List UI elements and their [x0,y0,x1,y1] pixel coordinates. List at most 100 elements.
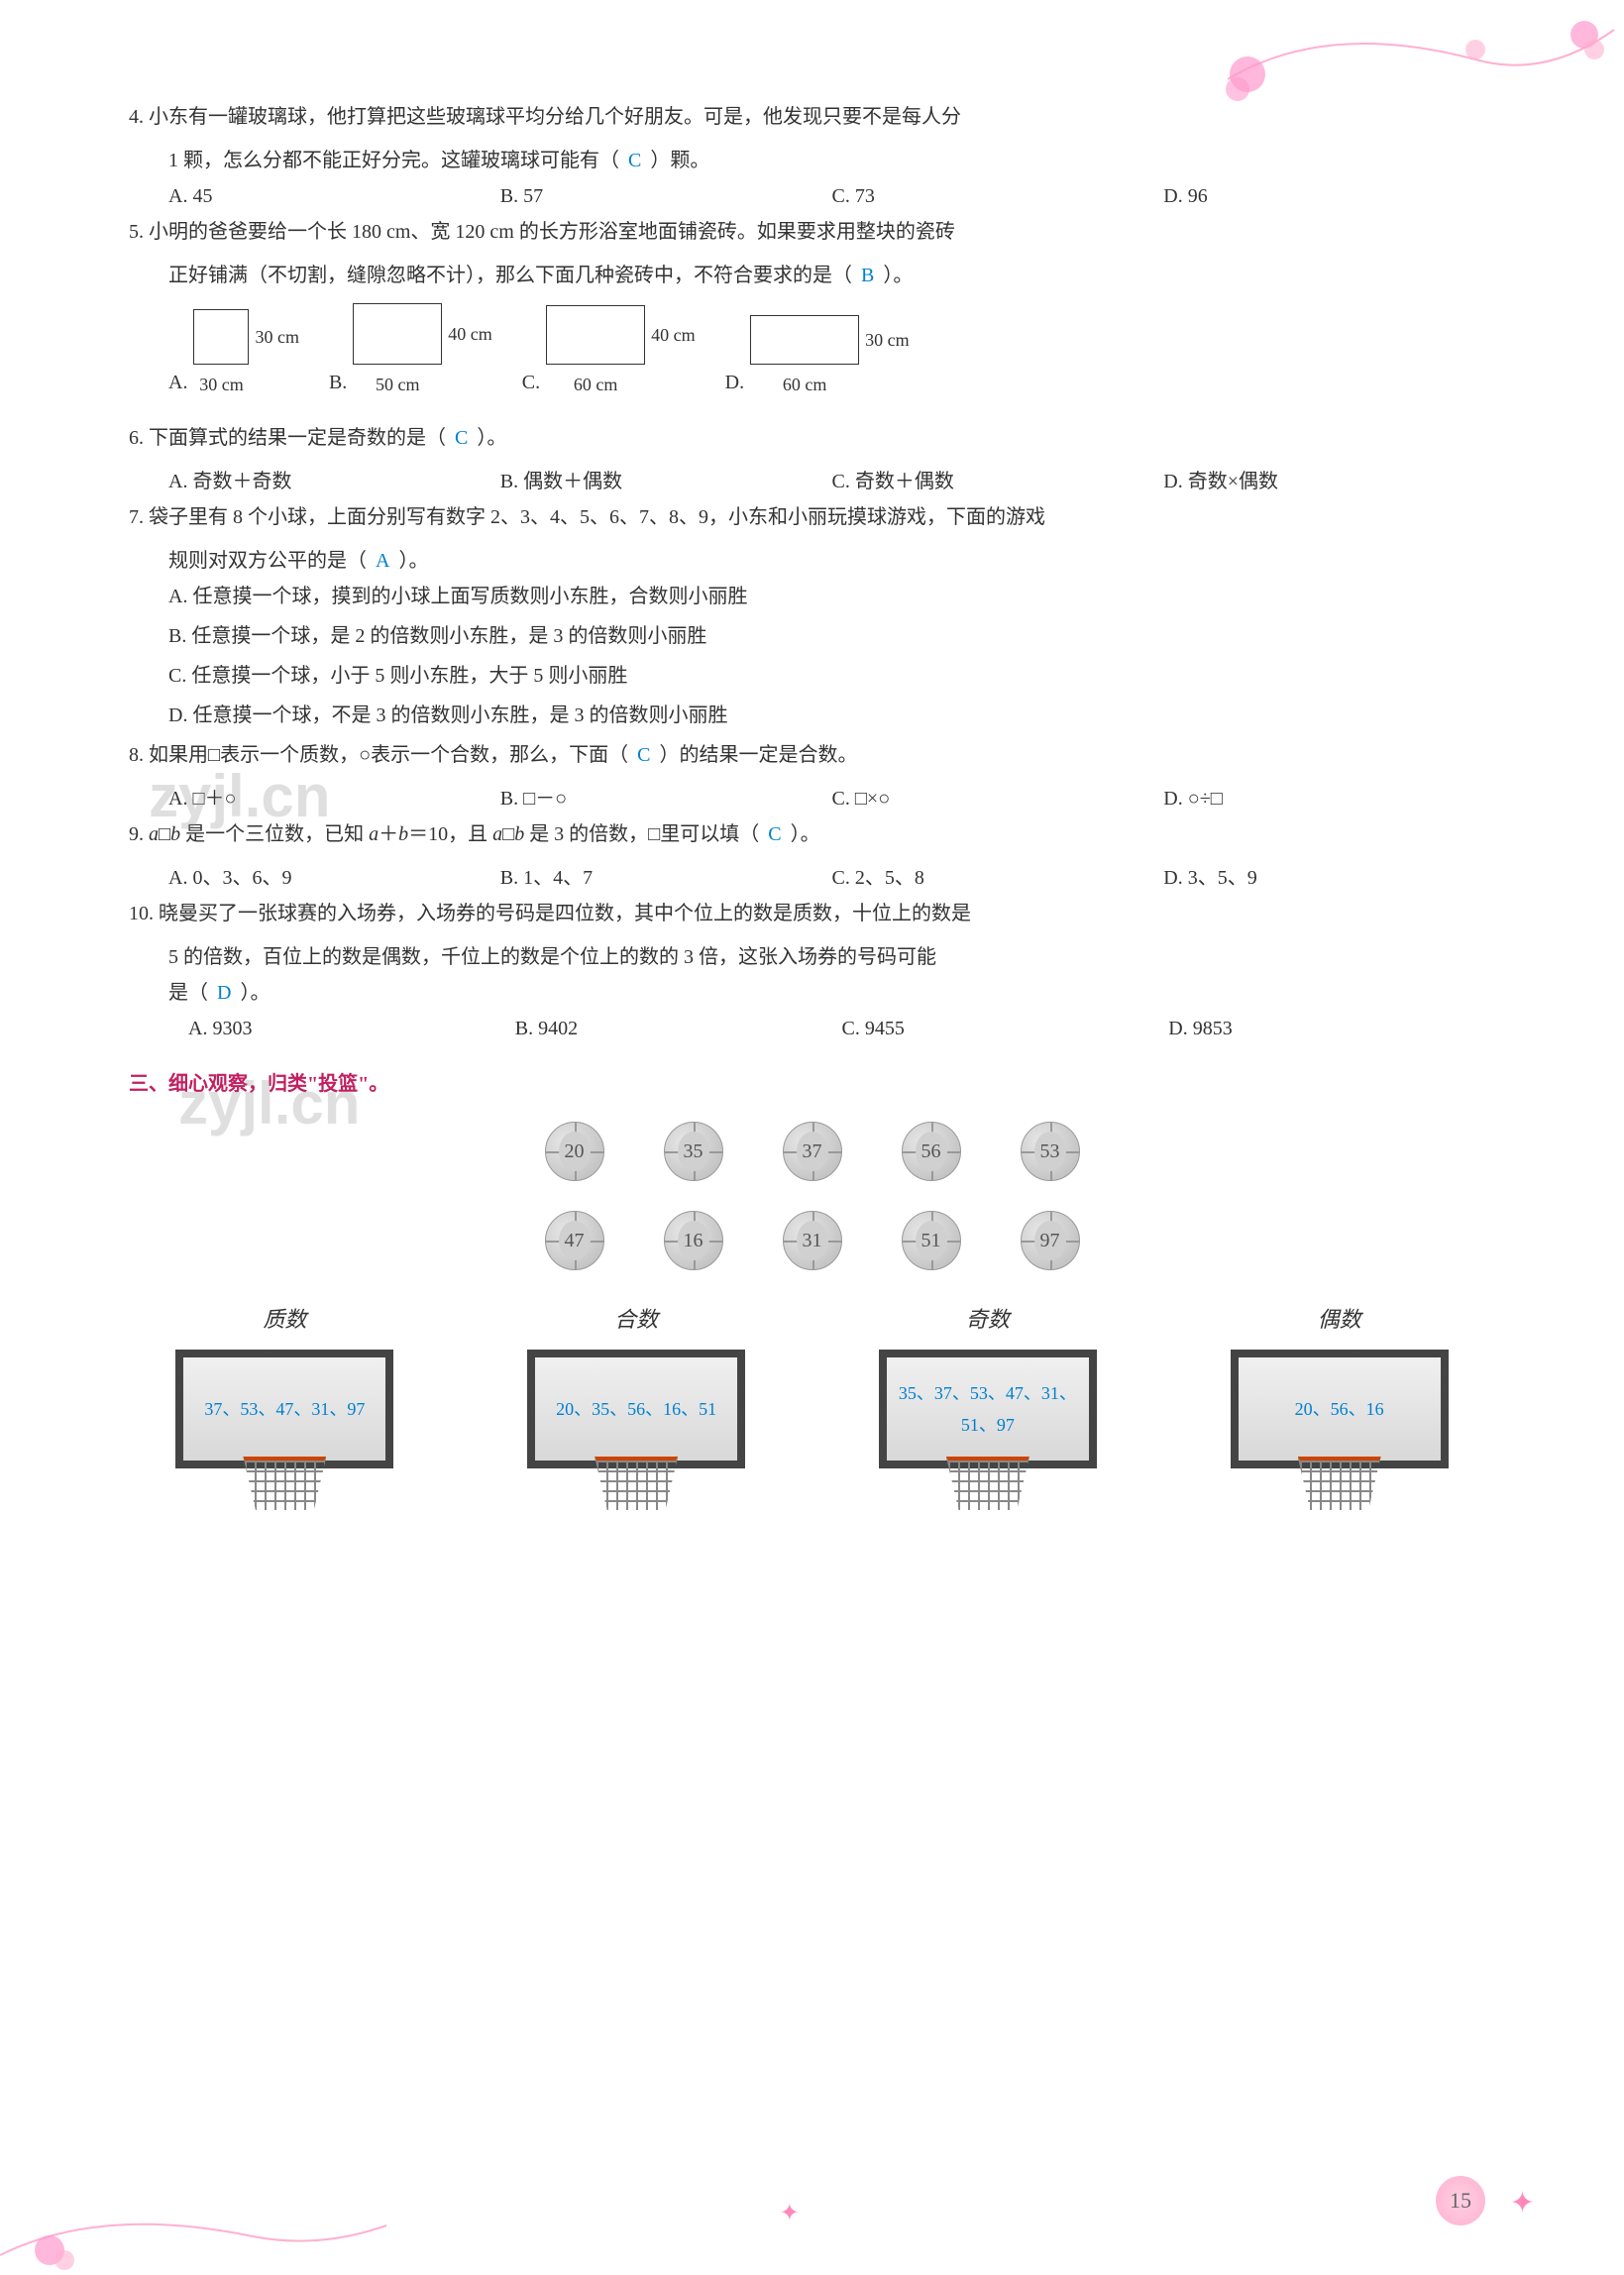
basketball: 97 [1021,1211,1080,1270]
basketball: 51 [902,1211,961,1270]
question-text: 小东有一罐玻璃球，他打算把这些玻璃球平均分给几个好朋友。可是，他发现只要不是每人… [149,106,961,128]
question-text: 是（ [168,982,208,1004]
tile-rect [546,305,645,365]
section-3-title: 三、细心观察，归类"投篮"。 [129,1066,1495,1102]
option-c: C. □×○ [832,781,1164,816]
q4-options: A. 45 B. 57 C. 73 D. 96 [129,178,1495,214]
basketball: 37 [783,1122,842,1181]
option-b: B. □－○ [500,781,832,816]
dim-bottom: 30 cm [193,369,249,400]
rect-option: D. 30 cm 60 cm [725,315,910,400]
t: ＝10，且 [408,823,492,845]
question-text: 正好铺满（不切割，缝隙忽略不计），那么下面几种瓷砖中，不符合要求的是（ [168,265,852,286]
var-a: a [492,823,502,845]
dim-bottom: 60 cm [546,369,645,400]
answer: C [624,150,645,171]
option-d: D. 任意摸一个球，不是 3 的倍数则小东胜，是 3 的倍数则小丽胜 [168,698,1495,733]
question-text: 下面算式的结果一定是奇数的是（ [149,427,446,449]
ball-number: 31 [797,1221,828,1260]
t: 是 3 的倍数，□里可以填（ [524,823,759,845]
question-text: 如果用□表示一个质数，○表示一个合数，那么，下面（ [149,744,628,766]
q8-options: A. □＋○ B. □－○ C. □×○ D. ○÷□ [129,781,1495,816]
star-icon: ✦ [780,2193,800,2235]
dim-right: 40 cm [448,318,492,350]
var-a: a [369,823,379,845]
ball-row-2: 47 16 31 51 97 [129,1211,1495,1270]
dim-bottom: 50 cm [353,369,442,400]
ball-number: 56 [916,1132,947,1171]
dim-right: 40 cm [651,319,696,351]
dim-right: 30 cm [255,321,299,353]
question-text: ）颗。 [650,150,709,171]
question-number: 10. [129,903,154,924]
question-number: 4. [129,106,144,128]
ball-number: 47 [559,1221,591,1260]
bottom-decoration [0,2126,396,2275]
option-c: C. 任意摸一个球，小于 5 则小东胜，大于 5 则小丽胜 [168,658,1495,694]
answer: A [372,550,393,572]
question-7-line2: 规则对双方公平的是（ A ）。 [129,543,1495,579]
backboard: 35、37、53、47、31、51、97 [879,1350,1097,1468]
backboard: 37、53、47、31、97 [175,1350,393,1468]
box: □ [502,823,514,845]
rect-option: A. 30 cm 30 cm [168,309,299,400]
hoop-answer: 35、37、53、47、31、51、97 [895,1377,1081,1442]
rect-wrap: 40 cm 60 cm [546,305,696,400]
var-b: b [398,823,408,845]
backboard: 20、56、16 [1231,1350,1449,1468]
backboard: 20、35、56、16、51 [527,1350,745,1468]
t: ）。 [791,823,820,845]
answer: C [451,427,472,449]
option-d: D. 9853 [1168,1011,1495,1046]
q10-options: A. 9303 B. 9402 C. 9455 D. 9853 [129,1011,1495,1046]
option-d: D. 奇数×偶数 [1163,464,1495,499]
question-number: 6. [129,427,144,449]
question-5: 5. 小明的爸爸要给一个长 180 cm、宽 120 cm 的长方形浴室地面铺瓷… [129,214,1495,250]
ball-number: 51 [916,1221,947,1260]
question-text: ）。 [398,550,428,572]
option-a: A. 0、3、6、9 [168,860,500,896]
question-text: 5 的倍数，百位上的数是偶数，千位上的数是个位上的数的 3 倍，这张入场券的号码… [168,946,936,968]
ball-number: 20 [559,1132,591,1171]
question-5-line2: 正好铺满（不切割，缝隙忽略不计），那么下面几种瓷砖中，不符合要求的是（ B ）。 [129,258,1495,293]
hoop-group: 合数 20、35、56、16、51 [481,1300,793,1528]
question-number: 5. [129,221,144,243]
question-10-line3: 是（ D ）。 [129,975,1495,1011]
option-a: A. 9303 [188,1011,515,1046]
question-8: 8. 如果用□表示一个质数，○表示一个合数，那么，下面（ C ）的结果一定是合数… [129,737,1495,773]
rect-option: B. 40 cm 50 cm [329,303,492,400]
q7-options: A. 任意摸一个球，摸到的小球上面写质数则小东胜，合数则小丽胜 B. 任意摸一个… [129,579,1495,733]
option-d: D. 3、5、9 [1163,860,1495,896]
q6-options: A. 奇数＋奇数 B. 偶数＋偶数 C. 奇数＋偶数 D. 奇数×偶数 [129,464,1495,499]
question-4: 4. 小东有一罐玻璃球，他打算把这些玻璃球平均分给几个好朋友。可是，他发现只要不… [129,99,1495,135]
rect-wrap: 40 cm 50 cm [353,303,492,400]
ball-number: 16 [678,1221,709,1260]
question-text: 小明的爸爸要给一个长 180 cm、宽 120 cm 的长方形浴室地面铺瓷砖。如… [149,221,955,243]
var-a: a [149,823,159,845]
tile-rect [750,315,859,365]
option-label: D. [725,365,744,400]
t: ＋ [379,823,398,845]
option-b: B. 偶数＋偶数 [500,464,832,499]
dim-right: 30 cm [865,324,910,356]
option-d: D. ○÷□ [1163,781,1495,816]
basketball-area: 2035375653 4716315197 质数 37、53、47、31、97 … [129,1122,1495,1528]
var-b: b [514,823,524,845]
hoop-group: 质数 37、53、47、31、97 [129,1300,441,1528]
basketball: 35 [664,1122,723,1181]
hoop-answer: 37、53、47、31、97 [204,1393,365,1425]
question-text: 1 颗，怎么分都不能正好分完。这罐玻璃球可能有（ [168,150,619,171]
box: □ [159,823,170,845]
question-text: 袋子里有 8 个小球，上面分别写有数字 2、3、4、5、6、7、8、9，小东和小… [149,506,1045,528]
option-label: C. [522,365,540,400]
dim-bottom: 60 cm [750,369,859,400]
hoop-label: 偶数 [1183,1300,1495,1340]
hoop-label: 奇数 [832,1300,1144,1340]
answer: C [633,744,654,766]
ball-number: 97 [1034,1221,1066,1260]
option-b: B. 1、4、7 [500,860,832,896]
question-4-line2: 1 颗，怎么分都不能正好分完。这罐玻璃球可能有（ C ）颗。 [129,143,1495,178]
option-b: B. 9402 [515,1011,842,1046]
basketball: 53 [1021,1122,1080,1181]
q9-options: A. 0、3、6、9 B. 1、4、7 C. 2、5、8 D. 3、5、9 [129,860,1495,896]
